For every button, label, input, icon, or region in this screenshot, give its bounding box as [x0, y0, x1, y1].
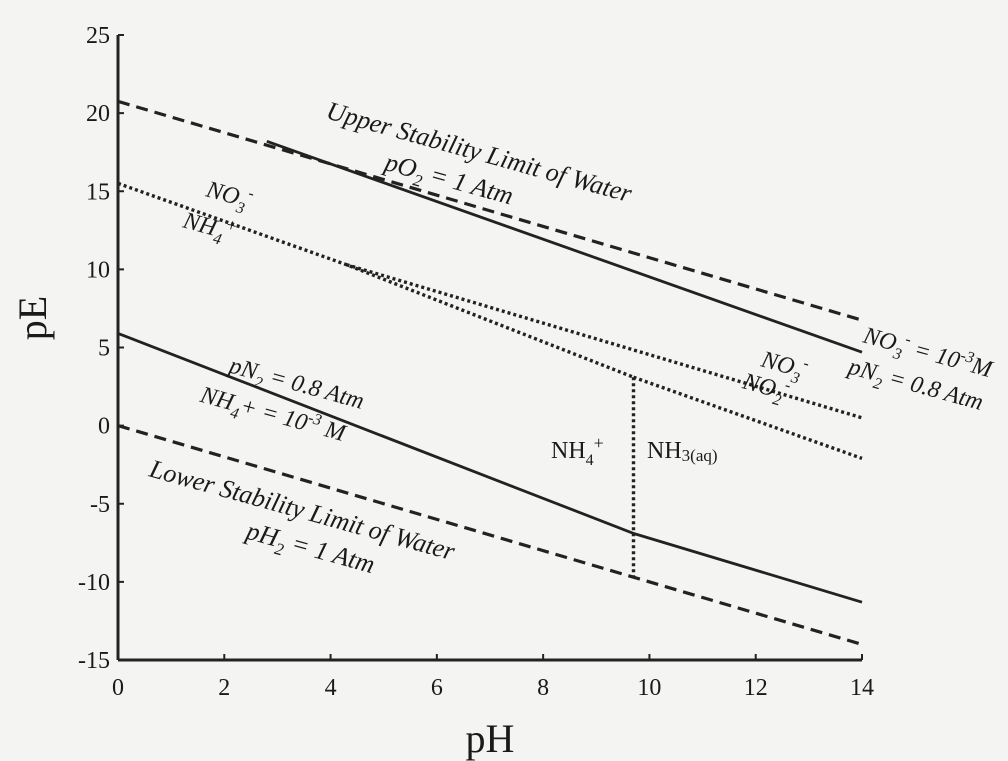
series-lines — [117, 99, 863, 646]
y-tick-label: 10 — [86, 257, 110, 283]
nh3-label: NH3(aq) — [647, 438, 718, 465]
series-line-no2-nh3 — [632, 375, 863, 461]
pn2-nh4-label: pN2 = 0.8 Atm NH4+ = 10-3 M — [197, 352, 367, 447]
y-tick-label: -10 — [78, 570, 110, 596]
x-tick-label: 4 — [325, 675, 337, 701]
y-tick-label: 25 — [86, 23, 110, 49]
upper-water-label: Upper Stability Limit of Water pO2 = 1 A… — [323, 96, 636, 211]
no3-no2-right-label: NO3- NO2- — [739, 346, 811, 409]
x-tick-label: 10 — [637, 675, 661, 701]
x-tick-label: 6 — [431, 675, 443, 701]
right-conditions-label: NO3- = 10-3M pN2 = 0.8 Atm — [844, 322, 997, 415]
nh4-label: NH4+ — [551, 433, 604, 469]
lower-water-label: Lower Stability Limit of Water pH2 = 1 A… — [145, 454, 458, 580]
x-tick-label: 8 — [537, 675, 549, 701]
y-axis-title: pE — [10, 296, 55, 340]
series-line-no3-n2 — [266, 139, 863, 354]
y-tick-label: 20 — [86, 101, 110, 127]
y-tick-label: 15 — [86, 179, 110, 205]
x-tick-label: 0 — [112, 675, 124, 701]
x-tick-label: 2 — [218, 675, 230, 701]
series-line-water-upper — [117, 99, 863, 322]
series-line-water-lower — [117, 424, 863, 646]
no3-nh4-left-label: NO3- NH4+ — [178, 174, 256, 252]
axes: 0 2 4 6 8 10 12 14 25 20 15 10 5 0 -5 -10 -15 — [78, 23, 874, 701]
x-tick-label: 14 — [850, 675, 874, 701]
series-line-no3-no2 — [346, 263, 863, 420]
svg-text:NH4+: NH4+ — [178, 203, 240, 252]
y-tick-label: 0 — [98, 414, 110, 440]
y-tick-label: -15 — [78, 648, 110, 674]
svg-text:NO3-: NO3- — [201, 174, 256, 220]
y-tick-label: -5 — [90, 492, 110, 518]
x-tick-label: 12 — [744, 675, 768, 701]
y-tick-label: 5 — [98, 336, 110, 362]
x-axis-title: pH — [466, 716, 515, 761]
